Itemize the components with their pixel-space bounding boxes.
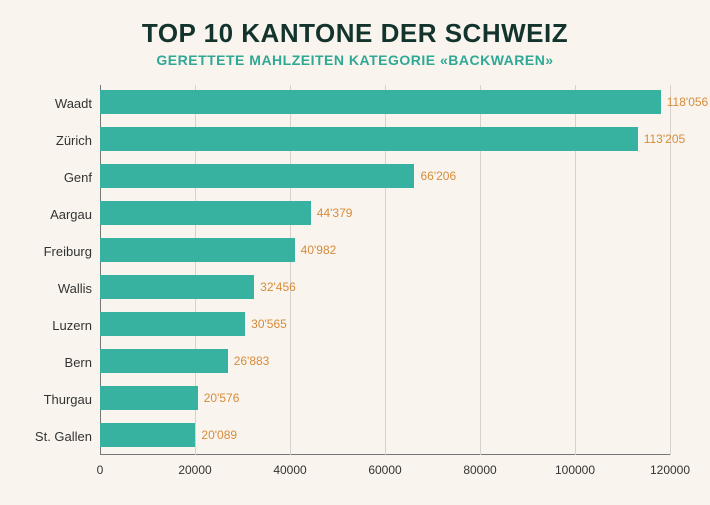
y-category-label: Freiburg bbox=[44, 244, 92, 259]
bar-value-label: 26'883 bbox=[234, 354, 270, 368]
bar-value-label: 118'056 bbox=[667, 95, 708, 109]
bar-value-label: 44'379 bbox=[317, 206, 353, 220]
bar bbox=[100, 386, 198, 410]
bar bbox=[100, 201, 311, 225]
bar-value-label: 30'565 bbox=[251, 317, 287, 331]
y-category-label: Aargau bbox=[50, 207, 92, 222]
y-category-label: Zürich bbox=[56, 133, 92, 148]
chart-subtitle: GERETTETE MAHLZEITEN KATEGORIE «BACKWARE… bbox=[0, 52, 710, 68]
bar bbox=[100, 423, 195, 447]
x-tick-label: 100000 bbox=[555, 463, 595, 477]
bar bbox=[100, 312, 245, 336]
chart-title: TOP 10 KANTONE DER SCHWEIZ bbox=[0, 18, 710, 49]
y-category-label: Waadt bbox=[55, 96, 92, 111]
x-tick-label: 0 bbox=[97, 463, 104, 477]
bar-value-label: 20'576 bbox=[204, 391, 240, 405]
bar bbox=[100, 127, 638, 151]
plot-area: 020000400006000080000100000120000118'056… bbox=[100, 85, 670, 455]
bar-value-label: 32'456 bbox=[260, 280, 296, 294]
chart-container: TOP 10 KANTONE DER SCHWEIZ GERETTETE MAH… bbox=[0, 0, 710, 505]
bar bbox=[100, 238, 295, 262]
x-tick-label: 40000 bbox=[273, 463, 306, 477]
bar-value-label: 40'982 bbox=[301, 243, 337, 257]
bar-value-label: 113'205 bbox=[644, 132, 685, 146]
bar bbox=[100, 164, 414, 188]
bar bbox=[100, 90, 661, 114]
bar bbox=[100, 275, 254, 299]
bar bbox=[100, 349, 228, 373]
x-tick-label: 60000 bbox=[368, 463, 401, 477]
x-tick-label: 120000 bbox=[650, 463, 690, 477]
x-tick-label: 20000 bbox=[178, 463, 211, 477]
bar-value-label: 20'089 bbox=[201, 428, 237, 442]
y-category-label: Wallis bbox=[58, 281, 92, 296]
y-category-label: St. Gallen bbox=[35, 429, 92, 444]
x-tick-label: 80000 bbox=[463, 463, 496, 477]
y-category-label: Bern bbox=[65, 355, 92, 370]
bar-value-label: 66'206 bbox=[420, 169, 456, 183]
y-category-label: Thurgau bbox=[44, 392, 92, 407]
y-category-label: Genf bbox=[64, 170, 92, 185]
y-category-label: Luzern bbox=[52, 318, 92, 333]
